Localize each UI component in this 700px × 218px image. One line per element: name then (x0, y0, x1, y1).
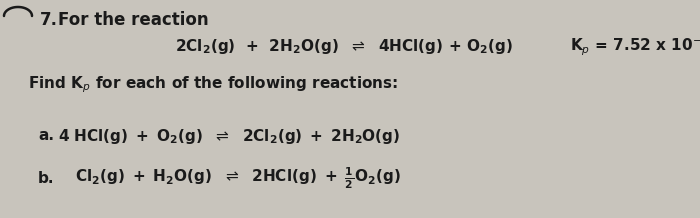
Text: $\mathregular{Cl_2(g)\ +\ H_2O(g)}$  $\rightleftharpoons$  $\mathregular{2HCl(g): $\mathregular{Cl_2(g)\ +\ H_2O(g)}$ $\ri… (75, 165, 400, 191)
Text: Find K$_p$ for each of the following reactions:: Find K$_p$ for each of the following rea… (28, 75, 398, 95)
Text: For the reaction: For the reaction (58, 11, 209, 29)
Text: K$_p$ = 7.52 x 10$^{-2}$: K$_p$ = 7.52 x 10$^{-2}$ (570, 34, 700, 58)
Text: $\mathregular{4\ HCl(g)\ +\ O_2(g)}$  $\rightleftharpoons$  $\mathregular{2Cl_2(: $\mathregular{4\ HCl(g)\ +\ O_2(g)}$ $\r… (58, 126, 400, 145)
Text: a.: a. (38, 128, 54, 143)
Text: $\mathregular{2Cl_2(g)}$  +  $\mathregular{2H_2O(g)}$  $\rightleftharpoons$  $\m: $\mathregular{2Cl_2(g)}$ + $\mathregular… (175, 36, 512, 56)
Text: b.: b. (38, 170, 55, 186)
Text: 7.: 7. (40, 11, 58, 29)
